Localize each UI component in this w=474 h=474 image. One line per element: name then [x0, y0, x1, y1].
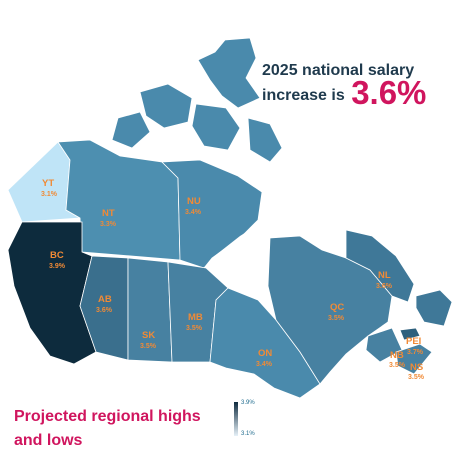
label-on-value: 3.4%	[256, 361, 273, 368]
headline: 2025 national salary increase is 3.6%	[262, 60, 468, 109]
label-ab-code: AB	[98, 294, 112, 305]
label-nt-code: NT	[102, 208, 115, 219]
region-on	[209, 287, 321, 399]
label-on-code: ON	[258, 348, 272, 359]
label-qc-code: QC	[330, 302, 344, 313]
headline-value: 3.6%	[351, 74, 427, 111]
label-nu-value: 3.4%	[185, 209, 202, 216]
footer-title: Projected regional highs and lows	[14, 405, 234, 453]
label-sk-code: SK	[142, 330, 155, 341]
label-ns-value: 3.5%	[408, 374, 425, 381]
region-ab	[79, 255, 129, 361]
legend-gradient-bar	[234, 402, 238, 436]
region-nb	[365, 327, 403, 363]
label-bc-code: BC	[50, 250, 64, 261]
region-ns	[395, 343, 433, 375]
region-nl	[345, 229, 453, 327]
label-sk-value: 3.5%	[140, 343, 157, 350]
legend-min-label: 3.1%	[241, 431, 255, 437]
label-nl-code: NL	[378, 270, 391, 281]
label-nu-code: NU	[187, 196, 201, 207]
headline-line1: 2025 national salary	[262, 62, 415, 79]
legend-max-label: 3.9%	[241, 400, 255, 406]
label-yt-code: YT	[42, 178, 54, 189]
label-pei-value: 3.7%	[407, 349, 424, 356]
label-qc-value: 3.5%	[328, 315, 345, 322]
label-nt-value: 3.3%	[100, 221, 117, 228]
region-bc	[7, 221, 97, 365]
color-legend: 3.9% 3.1%	[232, 400, 262, 440]
region-nu-arctic-islands	[111, 37, 283, 163]
label-yt-value: 3.1%	[41, 191, 58, 198]
label-mb-value: 3.5%	[186, 325, 203, 332]
footer-line1: Projected regional highs	[14, 408, 201, 425]
headline-line2-wrap: increase is 3.6%	[262, 76, 468, 109]
headline-line2: increase is	[262, 87, 345, 104]
label-nb-code: NB	[390, 350, 404, 361]
region-pei	[399, 327, 421, 341]
label-mb-code: MB	[188, 312, 203, 323]
label-ab-value: 3.6%	[96, 307, 113, 314]
hudson-bay	[212, 222, 300, 300]
label-pei-code: PEI	[406, 336, 421, 347]
label-nb-value: 3.5%	[389, 362, 406, 369]
footer-line2: and lows	[14, 432, 83, 449]
label-bc-value: 3.9%	[49, 263, 66, 270]
region-labels: YT 3.1% NT 3.3% NU 3.4% BC 3.9% AB 3.6% …	[41, 178, 425, 381]
label-ns-code: NS	[410, 362, 423, 373]
label-nl-value: 3.6%	[376, 283, 393, 290]
